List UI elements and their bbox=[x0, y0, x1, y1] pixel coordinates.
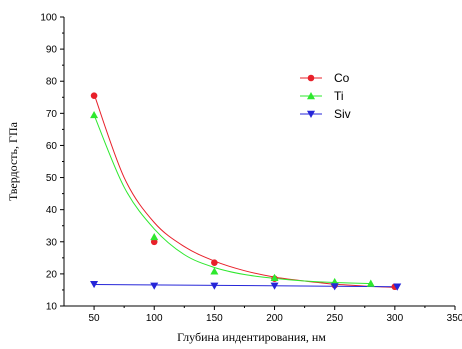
axes bbox=[63, 17, 455, 307]
x-tick-label: 250 bbox=[326, 313, 343, 324]
legend-ti-label: Ti bbox=[334, 89, 344, 103]
y-tick-label: 100 bbox=[40, 13, 57, 24]
x-tick-label: 200 bbox=[266, 313, 283, 324]
series-ti-curve bbox=[93, 114, 371, 285]
series-siv-point bbox=[393, 283, 402, 291]
series-co-point bbox=[90, 92, 98, 99]
y-tick-label: 80 bbox=[46, 77, 58, 88]
y-tick-label: 40 bbox=[46, 205, 58, 216]
legend-co-label: Co bbox=[334, 71, 350, 85]
series-siv-point bbox=[330, 283, 339, 291]
fit-curves bbox=[93, 93, 398, 288]
x-tick-label: 50 bbox=[89, 313, 101, 324]
series-siv-point bbox=[90, 280, 99, 289]
legend: Co Ti Siv bbox=[300, 71, 351, 121]
data-markers bbox=[90, 92, 402, 291]
series-siv-curve bbox=[94, 283, 398, 288]
y-tick-label: 10 bbox=[46, 302, 58, 313]
y-tick-label: 60 bbox=[46, 141, 58, 152]
y-tick-label: 30 bbox=[46, 237, 58, 248]
y-tick-label: 90 bbox=[46, 45, 58, 56]
series-siv-point bbox=[210, 282, 219, 290]
series-ti-point bbox=[270, 273, 279, 281]
legend-co-marker bbox=[307, 74, 315, 82]
x-axis-label: Глубина индентирования, нм bbox=[177, 330, 326, 344]
x-tick-label: 150 bbox=[206, 313, 223, 324]
y-axis-label: Твердость, ГПа bbox=[6, 121, 20, 201]
series-ti-point bbox=[90, 110, 99, 119]
series-siv-point bbox=[150, 282, 159, 290]
series-ti-point bbox=[210, 267, 219, 275]
x-tick-label: 100 bbox=[146, 313, 163, 324]
x-tick-label: 300 bbox=[387, 313, 404, 324]
x-tick-label: 350 bbox=[447, 313, 462, 324]
series-co-point bbox=[211, 259, 218, 266]
y-tick-label: 20 bbox=[46, 269, 58, 280]
series-siv-point bbox=[270, 282, 279, 290]
legend-ti-marker bbox=[307, 92, 315, 100]
series-ti-point bbox=[150, 232, 159, 241]
series-ti-point bbox=[366, 279, 375, 287]
series-co-curve bbox=[93, 93, 395, 288]
ticks: 50 100 150 200 250 300 350 10 20 30 40 50 60 70 80 90 10… bbox=[40, 13, 462, 325]
legend-siv-label: Siv bbox=[334, 107, 351, 121]
legend-siv-marker bbox=[307, 110, 315, 118]
y-tick-label: 70 bbox=[46, 109, 58, 120]
y-tick-label: 50 bbox=[46, 173, 58, 184]
